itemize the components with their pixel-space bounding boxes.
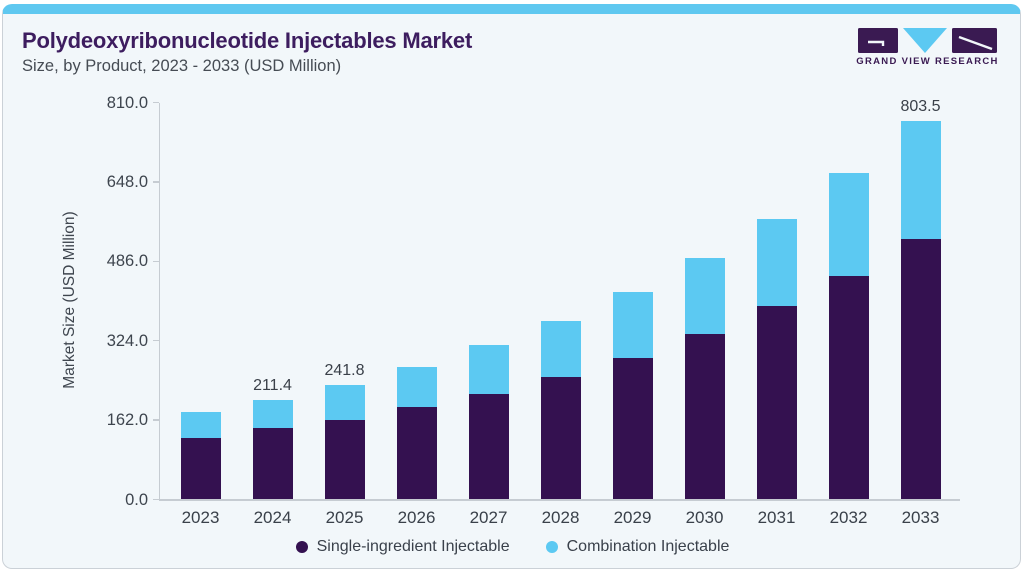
bar-segment-single-ingredient-2032 — [828, 275, 869, 499]
x-axis-label-2023: 2023 — [181, 508, 220, 527]
grand-view-research-logo: GRAND VIEW RESEARCH — [855, 27, 1000, 69]
x-axis-label-2028: 2028 — [541, 508, 580, 527]
bar-segment-combination-2027 — [468, 345, 509, 394]
y-tick-mark — [152, 419, 159, 421]
x-axis-label-2027: 2027 — [469, 508, 508, 527]
y-tick-label: 324.0 — [106, 331, 148, 350]
bar-segment-single-ingredient-2029 — [612, 357, 653, 499]
bar-segment-combination-2032 — [828, 173, 869, 276]
y-tick-mark — [152, 339, 159, 342]
x-axis-label-2026: 2026 — [397, 508, 436, 527]
bar-segment-combination-2030 — [684, 257, 725, 335]
x-axis-label-2031: 2031 — [757, 508, 796, 527]
y-tick-label: 0.0 — [125, 490, 148, 509]
x-axis-label-2030: 2030 — [685, 508, 724, 527]
legend: Single-ingredient Injectable Combination … — [0, 536, 1025, 558]
bar-segment-single-ingredient-2024 — [252, 428, 293, 499]
logo-mark — [858, 28, 997, 53]
bar-segment-combination-2023 — [180, 412, 221, 439]
page-title: Polydeoxyribonucleotide Injectables Mark… — [22, 28, 473, 53]
logo-r-glyph — [958, 35, 993, 51]
y-tick-mark — [152, 498, 159, 501]
bar-value-label-2025: 241.8 — [324, 362, 365, 380]
bar-segment-combination-2025 — [324, 385, 365, 420]
bar-segment-combination-2031 — [756, 218, 797, 306]
y-tick-mark — [152, 181, 159, 183]
x-axis-label-2025: 2025 — [325, 508, 364, 527]
x-axis-label-2033: 2033 — [901, 508, 940, 527]
y-tick-label: 810.0 — [106, 93, 148, 112]
bar-segment-single-ingredient-2030 — [684, 334, 725, 499]
bar-value-label-2024: 211.4 — [253, 376, 292, 394]
legend-item: Single-ingredient Injectable — [295, 537, 510, 557]
bar-segment-combination-2024 — [252, 399, 293, 429]
x-axis-label-2032: 2032 — [829, 508, 868, 527]
legend-label: Single-ingredient Injectable — [316, 538, 510, 555]
x-axis-label-2024: 2024 — [253, 508, 292, 527]
y-tick-label: 486.0 — [106, 252, 148, 271]
legend-label: Combination Injectable — [566, 538, 730, 555]
y-axis-line — [158, 102, 160, 501]
y-tick-label: 162.0 — [106, 411, 148, 430]
y-tick-mark — [152, 260, 159, 263]
legend-swatch — [295, 541, 308, 553]
logo-text: GRAND VIEW RESEARCH — [856, 56, 999, 67]
bar-segment-single-ingredient-2031 — [756, 305, 797, 499]
bar-segment-single-ingredient-2023 — [180, 438, 221, 499]
bar-segment-single-ingredient-2028 — [540, 377, 581, 499]
bar-value-label-2033: 803.5 — [900, 98, 941, 116]
bar-segment-single-ingredient-2033 — [900, 239, 941, 499]
x-axis-line — [158, 499, 960, 501]
page-subtitle: Size, by Product, 2023 - 2033 (USD Milli… — [22, 57, 342, 75]
x-axis-label-2029: 2029 — [613, 508, 652, 527]
y-axis-title: Market Size (USD Million) — [61, 211, 78, 389]
y-tick-label: 648.0 — [106, 172, 148, 191]
y-tick-mark — [152, 101, 159, 104]
logo-g-block — [858, 28, 898, 53]
bar-segment-single-ingredient-2025 — [324, 419, 365, 499]
bar-segment-combination-2033 — [900, 121, 941, 240]
bar-segment-single-ingredient-2027 — [468, 393, 509, 499]
legend-item: Combination Injectable — [545, 537, 730, 557]
legend-swatch — [545, 541, 558, 553]
bar-segment-combination-2026 — [396, 366, 437, 407]
bar-segment-combination-2028 — [540, 320, 581, 378]
bar-segment-single-ingredient-2026 — [396, 406, 437, 499]
logo-v-triangle — [903, 28, 947, 53]
bar-segment-combination-2029 — [612, 291, 653, 358]
logo-g-glyph — [868, 40, 885, 46]
